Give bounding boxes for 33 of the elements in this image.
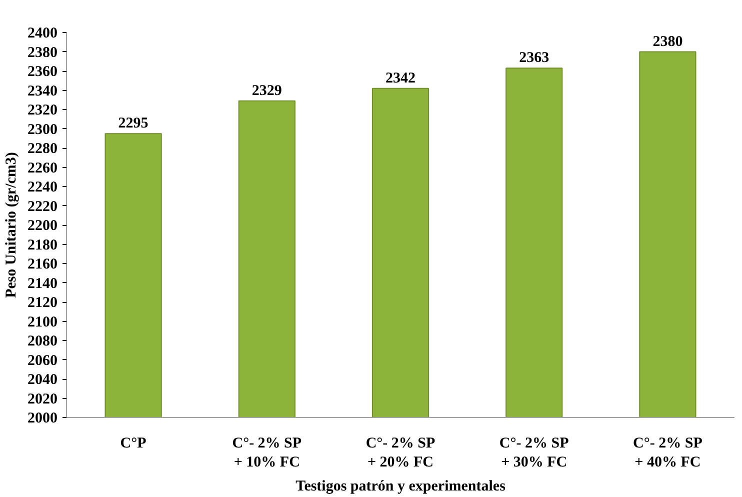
y-tick-label: 2400 bbox=[28, 26, 58, 42]
data-label: 2363 bbox=[519, 50, 550, 66]
data-label: 2295 bbox=[118, 116, 148, 132]
y-tick-label: 2360 bbox=[28, 64, 58, 80]
x-tick-label: C°P bbox=[120, 436, 146, 452]
y-tick-label: 2300 bbox=[28, 122, 58, 138]
y-tick-label: 2140 bbox=[28, 276, 58, 292]
y-tick-label: 2040 bbox=[28, 372, 58, 388]
data-label: 2329 bbox=[252, 82, 282, 99]
y-tick-label: 2280 bbox=[28, 141, 58, 157]
y-tick-label: 2240 bbox=[28, 180, 58, 196]
y-tick-label: 2220 bbox=[28, 198, 58, 215]
y-tick-label: 2340 bbox=[28, 83, 58, 100]
y-tick-label: 2120 bbox=[28, 295, 58, 311]
x-axis-title: Testigos patrón y experimentales bbox=[296, 478, 506, 495]
y-tick-label: 2020 bbox=[28, 391, 58, 408]
y-tick-label: 2180 bbox=[28, 237, 58, 254]
y-tick-label: 2100 bbox=[28, 314, 58, 330]
x-tick-label: C°- 2% SP + 10% FC bbox=[232, 436, 302, 471]
data-label: 2342 bbox=[386, 70, 416, 86]
y-tick-label: 2160 bbox=[28, 256, 58, 272]
x-tick-label: C°- 2% SP + 20% FC bbox=[366, 436, 436, 471]
data-label: 2380 bbox=[652, 34, 683, 50]
x-tick-label: C°- 2% SP + 40% FC bbox=[633, 436, 702, 471]
x-tick-label: C°- 2% SP + 30% FC bbox=[499, 436, 569, 471]
y-tick-label: 2320 bbox=[28, 102, 58, 118]
y-tick-label: 2200 bbox=[28, 218, 58, 234]
y-tick-label: 2000 bbox=[28, 410, 58, 426]
y-tick-label: 2260 bbox=[28, 160, 58, 176]
y-tick-label: 2380 bbox=[28, 44, 58, 61]
y-tick-label: 2060 bbox=[28, 352, 58, 369]
y-axis-title: Peso Unitario (gr/cm3) bbox=[4, 152, 20, 298]
y-tick-label: 2080 bbox=[28, 334, 58, 350]
